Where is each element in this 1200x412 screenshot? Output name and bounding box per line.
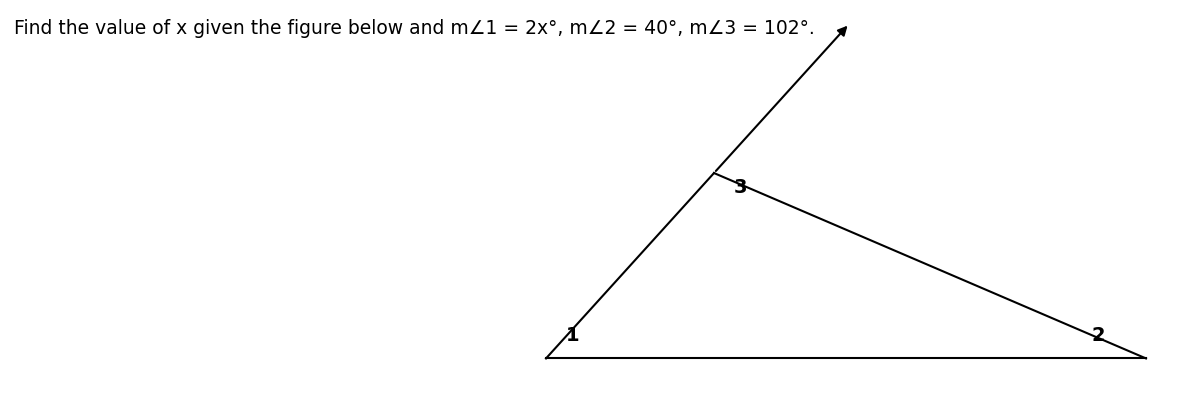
Text: 1: 1 xyxy=(565,326,580,345)
Text: Find the value of x given the figure below and m∠1 = 2x°, m∠2 = 40°, m∠3 = 102°.: Find the value of x given the figure bel… xyxy=(14,19,815,37)
Text: 3: 3 xyxy=(733,178,748,197)
Text: 2: 2 xyxy=(1091,326,1105,345)
